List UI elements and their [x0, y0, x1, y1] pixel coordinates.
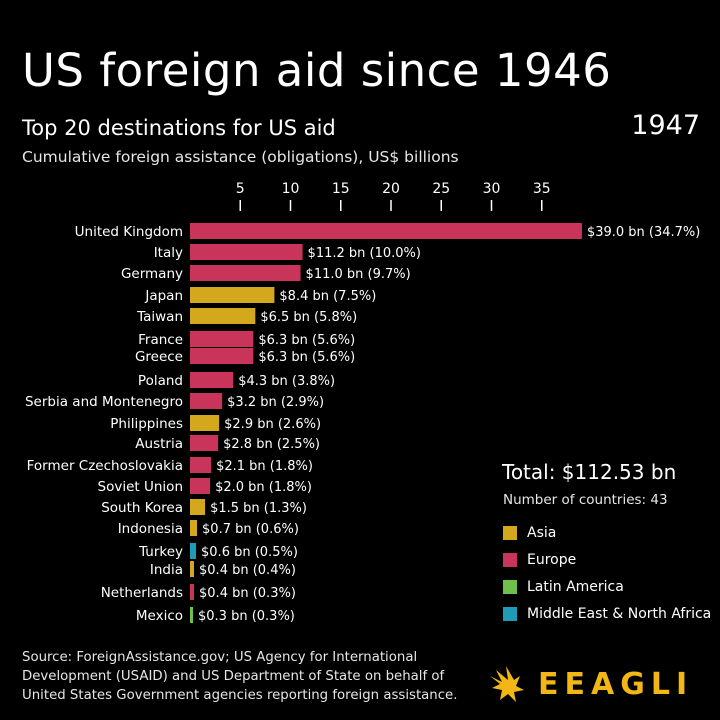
legend-item-asia: Asia: [503, 519, 711, 546]
x-tick-label: 10: [282, 181, 300, 197]
country-label: Germany: [121, 266, 183, 282]
bar: [190, 308, 256, 324]
legend: Asia Europe Latin America Middle East & …: [503, 519, 711, 627]
country-label: Serbia and Montenegro: [25, 394, 183, 410]
legend-swatch-europe: [503, 552, 517, 567]
bar-data-label: $11.2 bn (10.0%): [308, 246, 421, 261]
legend-label-europe: Europe: [527, 551, 577, 568]
bar-data-label: $6.3 bn (5.6%): [258, 350, 355, 365]
bar-data-label: $0.3 bn (0.3%): [198, 609, 295, 624]
bar: [190, 223, 582, 239]
bar-data-label: $1.5 bn (1.3%): [210, 501, 307, 516]
bar-data-label: $0.4 bn (0.3%): [199, 586, 296, 601]
bar: [190, 348, 254, 364]
bar: [190, 607, 194, 623]
legend-swatch-asia: [503, 525, 517, 540]
bar: [190, 415, 220, 431]
country-label: Turkey: [138, 544, 183, 560]
total-label: Total: $112.53 bn: [502, 460, 677, 484]
country-label: Austria: [135, 436, 183, 452]
country-label: India: [150, 562, 183, 578]
x-tick-label: 15: [332, 181, 350, 197]
bar: [190, 435, 219, 451]
logo-text: EEAGLI: [538, 666, 694, 702]
country-label: France: [138, 332, 183, 348]
legend-swatch-latin-america: [503, 579, 517, 594]
bar: [190, 265, 301, 281]
bar: [190, 372, 234, 388]
legend-item-europe: Europe: [503, 546, 711, 573]
bar: [190, 287, 275, 303]
country-count: Number of countries: 43: [503, 492, 668, 508]
bar: [190, 520, 198, 536]
bar-data-label: $39.0 bn (34.7%): [587, 225, 700, 240]
country-label: Greece: [135, 349, 183, 365]
bar-data-label: $0.4 bn (0.4%): [199, 563, 296, 578]
bar-data-label: $3.2 bn (2.9%): [227, 395, 324, 410]
country-label: Poland: [138, 373, 183, 389]
bar: [190, 499, 206, 515]
bar: [190, 457, 212, 473]
bar-data-label: $0.6 bn (0.5%): [201, 545, 298, 560]
bar: [190, 561, 195, 577]
legend-swatch-mena: [503, 606, 517, 621]
bar: [190, 478, 211, 494]
bar-data-label: $11.0 bn (9.7%): [306, 267, 411, 282]
legend-item-mena: Middle East & North Africa: [503, 600, 711, 627]
bar: [190, 543, 197, 559]
country-label: South Korea: [101, 500, 183, 516]
x-tick-label: 35: [533, 181, 551, 197]
bar-data-label: $2.0 bn (1.8%): [215, 480, 312, 495]
source-note: Source: ForeignAssistance.gov; US Agency…: [22, 650, 458, 703]
x-tick-label: 5: [236, 181, 245, 197]
country-label: Netherlands: [101, 585, 183, 601]
chart-subtitle: Top 20 destinations for US aid: [22, 116, 336, 140]
bar-data-label: $2.8 bn (2.5%): [223, 437, 320, 452]
country-label: Soviet Union: [98, 479, 183, 495]
bar-data-label: $0.7 bn (0.6%): [202, 522, 299, 537]
country-label: Italy: [154, 245, 183, 261]
legend-item-latin-america: Latin America: [503, 573, 711, 600]
country-label: Former Czechoslovakia: [27, 458, 183, 474]
bar: [190, 244, 303, 260]
bar-data-label: $8.4 bn (7.5%): [279, 289, 376, 304]
x-tick-label: 20: [382, 181, 400, 197]
year-label: 1947: [631, 110, 700, 141]
country-label: Mexico: [136, 608, 183, 624]
legend-label-asia: Asia: [527, 524, 557, 541]
x-tick-label: 25: [432, 181, 450, 197]
bar-data-label: $4.3 bn (3.8%): [238, 374, 335, 389]
eagle-icon: [490, 666, 524, 702]
country-label: Philippines: [110, 416, 183, 432]
x-tick-label: 30: [483, 181, 501, 197]
country-label: Taiwan: [136, 309, 183, 325]
bar-data-label: $2.9 bn (2.6%): [224, 417, 321, 432]
bar-data-label: $2.1 bn (1.8%): [216, 459, 313, 474]
bar-data-label: $6.3 bn (5.6%): [258, 333, 355, 348]
country-label: United Kingdom: [75, 224, 183, 240]
axis-caption: Cumulative foreign assistance (obligatio…: [22, 148, 459, 166]
country-label: Japan: [144, 288, 183, 304]
legend-label-latin-america: Latin America: [527, 578, 624, 595]
country-label: Indonesia: [118, 521, 183, 537]
bar: [190, 584, 195, 600]
legend-label-mena: Middle East & North Africa: [527, 605, 712, 622]
eeagli-logo: EEAGLI: [486, 662, 693, 706]
bar-data-label: $6.5 bn (5.8%): [260, 310, 357, 325]
bar: [190, 393, 223, 409]
bar: [190, 331, 254, 347]
chart-title: US foreign aid since 1946: [22, 44, 612, 97]
